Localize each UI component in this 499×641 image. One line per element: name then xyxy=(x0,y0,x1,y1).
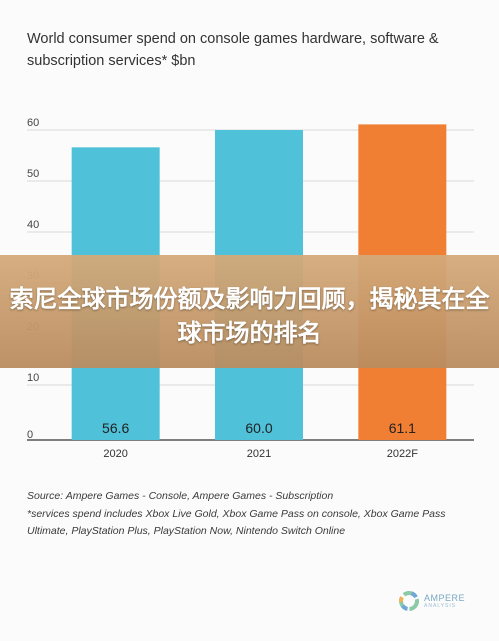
ampere-logo: AMPERE ANALYSIS xyxy=(398,590,465,612)
source-line: Source: Ampere Games - Console, Ampere G… xyxy=(27,490,334,502)
logo-sub: ANALYSIS xyxy=(424,602,457,609)
bar-value-label: 56.6 xyxy=(102,420,129,436)
y-tick-label: 0 xyxy=(27,429,33,441)
ampere-logo-icon xyxy=(399,591,419,611)
banner-text: 索尼全球市场份额及影响力回顾，揭秘其在全球市场的排名 xyxy=(9,285,490,347)
bar-value-label: 60.0 xyxy=(245,420,272,436)
services-footnote: *services spend includes Xbox Live Gold,… xyxy=(27,507,446,538)
chart-title: World consumer spend on console games ha… xyxy=(27,31,439,69)
x-tick-label: 2022F xyxy=(387,448,418,460)
source-notes: Source: Ampere Games - Console, Ampere G… xyxy=(27,488,475,541)
bar-value-label: 61.1 xyxy=(389,420,416,436)
y-tick-label: 10 xyxy=(27,372,39,384)
logo-name: AMPERE xyxy=(424,592,466,603)
x-tick-label: 2021 xyxy=(247,448,271,460)
x-tick-label: 2020 xyxy=(103,448,127,460)
y-tick-label: 40 xyxy=(27,219,39,231)
y-tick-label: 60 xyxy=(27,117,39,129)
y-tick-label: 50 xyxy=(27,168,39,180)
overlay-banner: 索尼全球市场份额及影响力回顾，揭秘其在全球市场的排名 xyxy=(0,255,499,368)
